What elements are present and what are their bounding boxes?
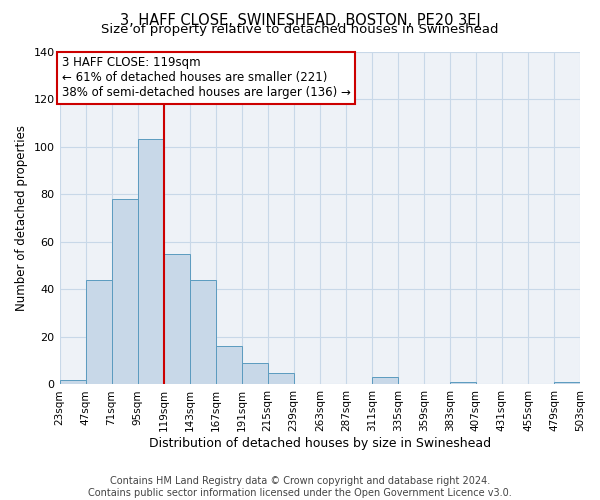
Bar	[450, 382, 476, 384]
Text: Size of property relative to detached houses in Swineshead: Size of property relative to detached ho…	[101, 22, 499, 36]
Bar	[137, 140, 164, 384]
Bar	[190, 280, 215, 384]
Text: Contains HM Land Registry data © Crown copyright and database right 2024.
Contai: Contains HM Land Registry data © Crown c…	[88, 476, 512, 498]
Bar	[112, 199, 137, 384]
Bar	[268, 372, 294, 384]
Bar	[59, 380, 86, 384]
Y-axis label: Number of detached properties: Number of detached properties	[15, 125, 28, 311]
X-axis label: Distribution of detached houses by size in Swineshead: Distribution of detached houses by size …	[149, 437, 491, 450]
Bar	[215, 346, 242, 385]
Bar	[164, 254, 190, 384]
Text: 3, HAFF CLOSE, SWINESHEAD, BOSTON, PE20 3EJ: 3, HAFF CLOSE, SWINESHEAD, BOSTON, PE20 …	[119, 12, 481, 28]
Bar	[554, 382, 580, 384]
Text: 3 HAFF CLOSE: 119sqm
← 61% of detached houses are smaller (221)
38% of semi-deta: 3 HAFF CLOSE: 119sqm ← 61% of detached h…	[62, 56, 350, 100]
Bar	[242, 363, 268, 384]
Bar	[372, 378, 398, 384]
Bar	[86, 280, 112, 384]
